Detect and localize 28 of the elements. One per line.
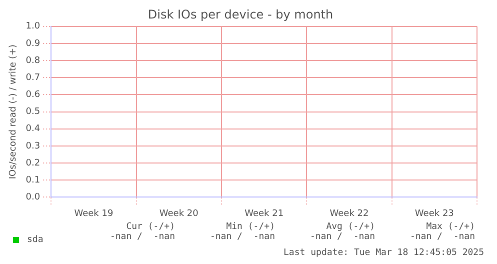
y-tick-label: 0.8 [26,56,40,66]
y-tick-label: 0.0 [26,192,40,203]
y-tick-label: 1.0 [26,22,40,32]
x-tick-label: Week 20 [159,208,199,219]
x-tick-label: Week 23 [414,208,454,219]
x-tick-label: Week 19 [74,208,114,219]
legend-label: sda [27,235,44,245]
y-tick-label: 0.9 [26,38,40,49]
y-tick-label: 0.7 [26,72,40,83]
y-axis-title: IOs/second read (-) / write (+) [8,44,19,180]
chart-title: Disk IOs per device - by month [148,7,334,22]
y-tick-label: 0.4 [26,124,40,134]
text: -nan / -nan [108,232,176,242]
y-tick-label: 0.3 [26,141,40,152]
text: Max (-/+) [425,222,476,232]
text: -nan / -nan [208,232,276,242]
x-tick-label: Week 22 [330,208,369,219]
text: Cur (-/+) [125,222,176,232]
text: Last update: Tue Mar 18 12:45:05 2025 [284,248,484,258]
x-tick-label: Week 21 [244,208,284,219]
y-tick-label: 0.6 [26,90,40,100]
text: Avg (-/+) [325,222,376,232]
y-tick-label: 0.2 [26,158,40,168]
y-tick-label: 0.1 [26,175,40,186]
text: -nan / -nan [408,232,476,242]
text: -nan / -nan [308,232,376,242]
text: Min (-/+) [225,222,276,232]
y-tick-label: 0.5 [26,107,40,118]
